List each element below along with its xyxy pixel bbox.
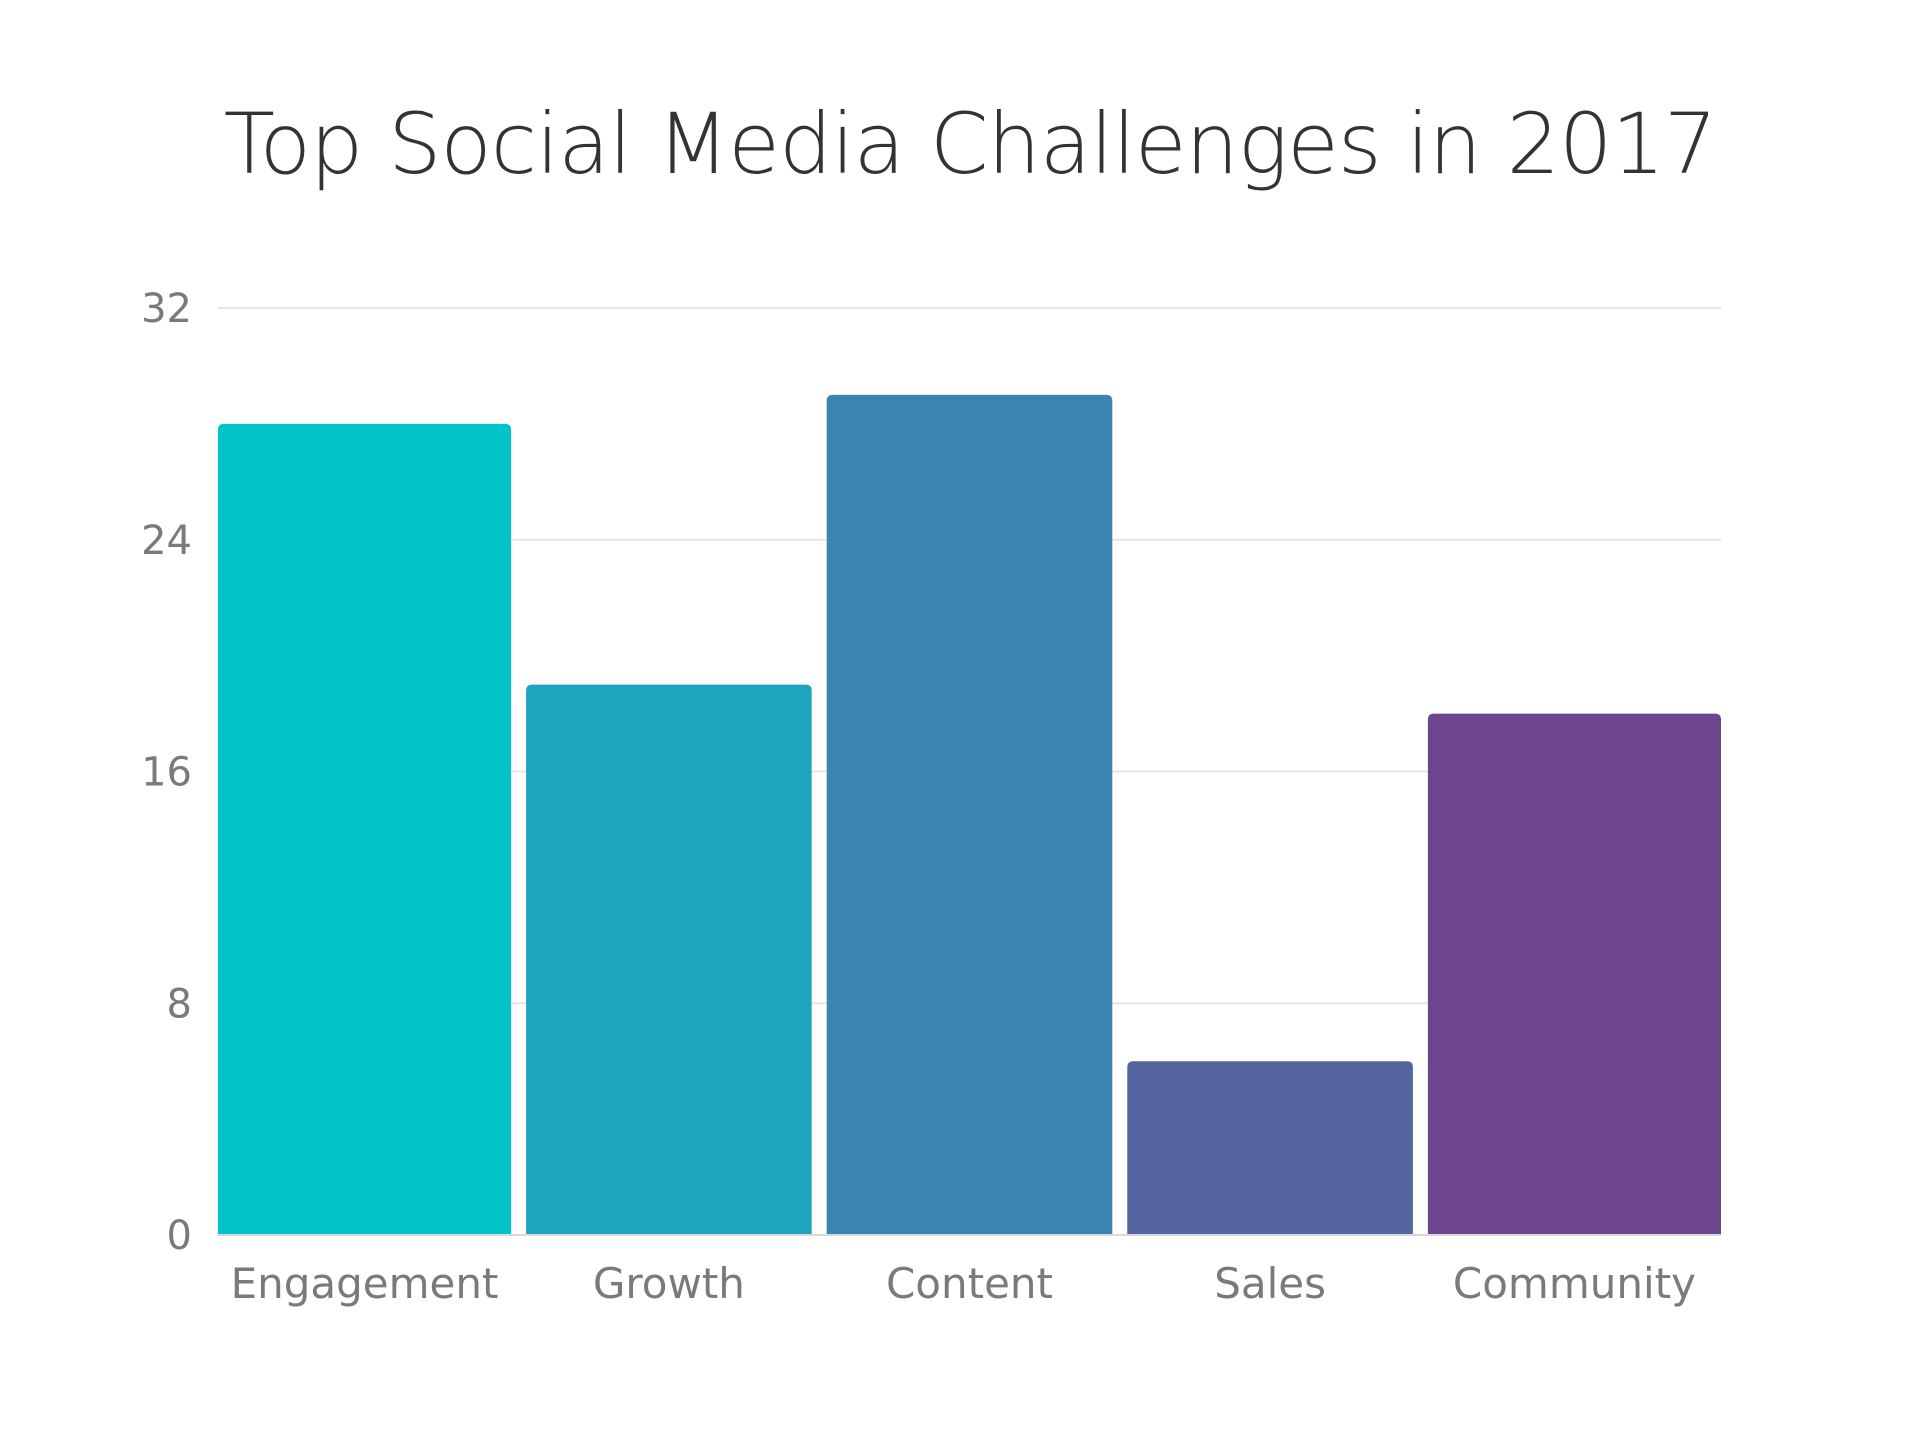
x-tick-label: Growth [593, 1259, 745, 1308]
bar-engagement [218, 423, 512, 1235]
bar-growth [526, 684, 812, 1235]
y-tick-label: 16 [141, 750, 192, 796]
x-tick-label: Engagement [231, 1259, 499, 1308]
y-tick-label: 8 [167, 981, 192, 1027]
y-tick-label: 32 [141, 286, 192, 332]
y-tick-label: 0 [167, 1213, 192, 1259]
chart-title: Top Social Media Challenges in 2017 [223, 95, 1718, 193]
x-tick-label: Content [886, 1259, 1053, 1308]
bar-sales [1127, 1061, 1413, 1235]
x-tick-label: Community [1453, 1259, 1696, 1308]
x-tick-label: Sales [1214, 1259, 1326, 1308]
bar-community [1427, 713, 1721, 1235]
y-tick-label: 24 [141, 518, 192, 564]
bar-content [826, 394, 1113, 1235]
